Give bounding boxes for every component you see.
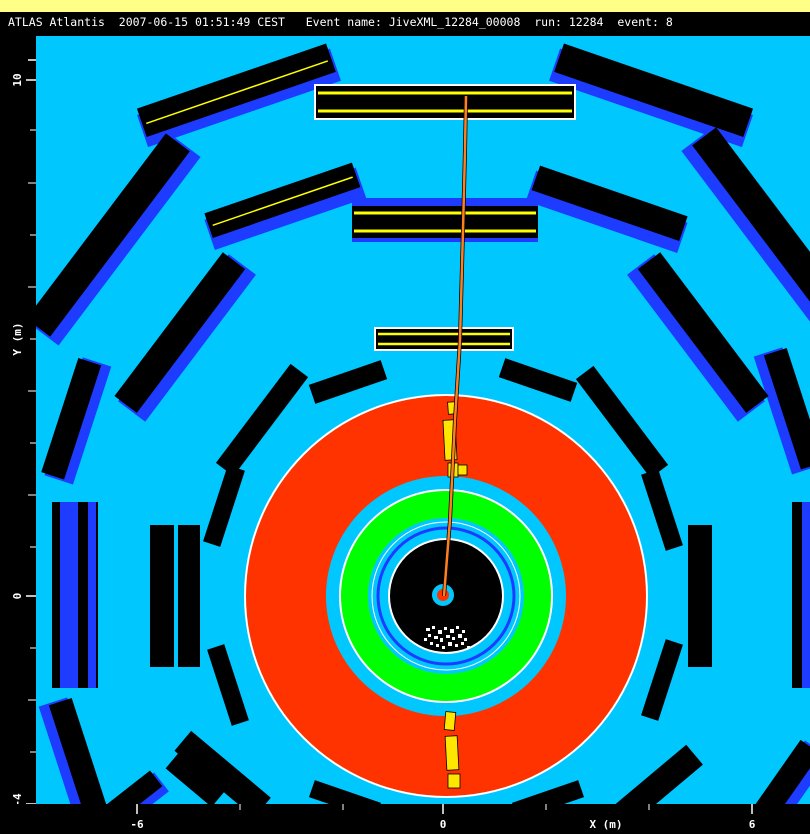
reconstructed-track <box>442 95 468 597</box>
muon-rpc <box>88 502 96 688</box>
event-display[interactable]: 10 0 -4 Y (m) -6 0 6 X (m) <box>0 32 810 834</box>
muon-chamber <box>627 252 769 422</box>
header-bar: ATLAS Atlantis 2007-06-15 01:51:49 CEST … <box>0 0 810 32</box>
muon-chamber <box>753 347 810 475</box>
muon-rpc <box>60 502 78 688</box>
muon-rpc <box>802 502 810 688</box>
muon-chambers-middle <box>114 162 769 824</box>
event-number: event: 8 <box>617 15 673 29</box>
muon-chamber <box>41 357 112 485</box>
muon-chamber <box>215 363 309 477</box>
muon-chamber <box>150 525 174 667</box>
muon-chamber <box>203 465 245 547</box>
y-tick-label: -4 <box>11 793 24 807</box>
x-tick-label: 6 <box>749 818 756 831</box>
muon-chamber <box>308 360 388 404</box>
y-axis: 10 0 -4 Y (m) <box>0 36 36 834</box>
muon-chamber <box>26 133 201 346</box>
pixel-hits <box>424 626 470 649</box>
muon-chamber-top-outer <box>314 84 576 120</box>
muon-chamber <box>615 744 703 824</box>
muon-chamber <box>178 525 200 667</box>
x-axis: -6 0 6 X (m) <box>0 804 810 834</box>
muon-chamber <box>204 162 367 250</box>
event-name: Event name: JiveXML_12284_00008 <box>305 15 521 29</box>
muon-chamber <box>641 639 683 721</box>
run-number: run: 12284 <box>534 15 604 29</box>
app-name: ATLAS Atlantis <box>8 15 105 29</box>
x-tick-label: 0 <box>440 818 447 831</box>
muon-chamber <box>688 525 712 667</box>
muon-chamber <box>525 165 688 253</box>
muon-chamber <box>549 43 754 148</box>
muon-chamber <box>165 751 226 807</box>
muon-chamber <box>38 697 109 825</box>
y-tick-label: 0 <box>11 593 24 600</box>
muon-chamber-top-inner <box>374 327 514 351</box>
muon-chamber-top-middle <box>352 198 538 242</box>
y-axis-label: Y (m) <box>11 322 24 355</box>
muon-chamber <box>174 730 271 818</box>
muon-chambers-outer <box>26 43 810 834</box>
muon-chamber <box>136 43 341 148</box>
x-axis-label: X (m) <box>589 818 622 831</box>
y-tick-label: 10 <box>11 73 24 86</box>
x-tick-label: -6 <box>130 818 144 831</box>
event-display-frame: 10 0 -4 Y (m) -6 0 6 X (m) <box>0 32 810 834</box>
event-timestamp: 2007-06-15 01:51:49 CEST <box>118 15 285 29</box>
muon-chamber <box>498 358 578 402</box>
muon-chamber <box>575 365 669 479</box>
muon-chamber <box>114 252 256 422</box>
muon-chamber <box>641 469 683 551</box>
muon-chamber <box>207 644 249 726</box>
event-info-bar: ATLAS Atlantis 2007-06-15 01:51:49 CEST … <box>0 12 810 32</box>
